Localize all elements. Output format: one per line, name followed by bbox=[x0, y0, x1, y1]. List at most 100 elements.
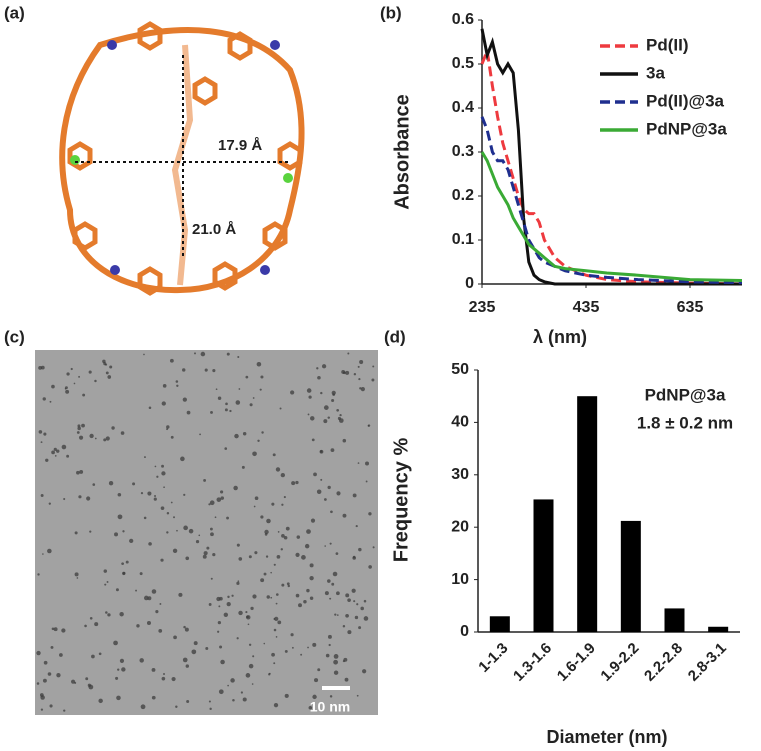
particle bbox=[154, 494, 157, 497]
particle bbox=[74, 531, 78, 535]
legend-label: 3a bbox=[646, 63, 665, 82]
particle bbox=[43, 660, 48, 665]
particle bbox=[260, 375, 264, 379]
particle bbox=[144, 595, 149, 601]
particle bbox=[185, 556, 190, 561]
particle bbox=[284, 693, 289, 698]
y-tick-label: 0 bbox=[465, 275, 474, 292]
particle bbox=[365, 461, 370, 466]
particle bbox=[314, 678, 319, 683]
particle bbox=[251, 683, 254, 685]
particle bbox=[332, 571, 338, 577]
particle bbox=[204, 368, 208, 372]
panel-label: (d) bbox=[384, 327, 406, 346]
particle bbox=[234, 433, 239, 439]
particle bbox=[153, 497, 157, 501]
particle bbox=[159, 603, 162, 605]
series-line bbox=[480, 116, 743, 285]
particle bbox=[171, 676, 176, 682]
particle bbox=[329, 597, 332, 600]
particle bbox=[307, 413, 310, 416]
particle bbox=[224, 408, 228, 412]
distance-label: 21.0 Å bbox=[192, 221, 236, 238]
particle bbox=[151, 695, 156, 700]
x-tick-label: 635 bbox=[677, 299, 704, 316]
particle bbox=[336, 614, 339, 616]
particle bbox=[226, 352, 230, 356]
particle bbox=[170, 435, 174, 439]
particle bbox=[230, 678, 235, 683]
particle bbox=[353, 600, 356, 603]
particle bbox=[358, 547, 362, 552]
particle bbox=[166, 531, 169, 534]
particle bbox=[246, 615, 251, 620]
particle bbox=[38, 430, 43, 434]
particle bbox=[178, 592, 183, 597]
particle bbox=[111, 426, 115, 430]
particle bbox=[154, 465, 157, 468]
particle bbox=[117, 492, 122, 497]
y-tick-label: 40 bbox=[451, 414, 469, 431]
particle bbox=[122, 530, 125, 533]
particle bbox=[61, 628, 66, 633]
particle bbox=[238, 388, 241, 390]
particle bbox=[156, 475, 159, 478]
particle bbox=[132, 482, 136, 486]
particle bbox=[121, 562, 124, 566]
particle bbox=[64, 386, 68, 390]
particle bbox=[238, 610, 243, 616]
particle bbox=[342, 513, 347, 518]
particle bbox=[309, 596, 314, 600]
particle bbox=[316, 367, 319, 370]
particle bbox=[310, 416, 315, 421]
particle bbox=[42, 678, 47, 683]
particle bbox=[238, 557, 243, 561]
particle bbox=[325, 653, 330, 658]
particle bbox=[226, 516, 229, 520]
particle bbox=[372, 365, 375, 368]
particle bbox=[217, 396, 222, 400]
particle bbox=[218, 689, 224, 695]
particle bbox=[49, 400, 52, 403]
particle bbox=[321, 364, 327, 369]
particle bbox=[63, 497, 66, 501]
particle bbox=[40, 494, 44, 497]
particle bbox=[195, 540, 200, 544]
particle bbox=[281, 583, 285, 587]
particle bbox=[146, 620, 151, 625]
particle bbox=[40, 441, 43, 444]
particle bbox=[148, 406, 152, 410]
particle bbox=[303, 600, 307, 604]
particle bbox=[98, 652, 102, 656]
particle bbox=[275, 593, 279, 596]
particle bbox=[345, 613, 349, 618]
particle bbox=[143, 516, 147, 520]
particle bbox=[191, 649, 197, 655]
particle bbox=[301, 555, 306, 560]
particle bbox=[273, 628, 277, 632]
particle bbox=[36, 682, 40, 685]
particle bbox=[185, 664, 189, 668]
particle bbox=[208, 603, 212, 606]
particle bbox=[270, 596, 273, 599]
particle bbox=[270, 571, 272, 574]
x-tick-label: 2.2-2.8 bbox=[641, 640, 686, 685]
particle bbox=[252, 397, 255, 399]
x-axis-label: λ (nm) bbox=[533, 327, 587, 347]
particle bbox=[352, 493, 357, 498]
particle bbox=[176, 384, 179, 387]
particle bbox=[309, 575, 314, 581]
particle bbox=[355, 524, 358, 528]
particle bbox=[89, 530, 92, 533]
particle bbox=[182, 657, 188, 663]
particle bbox=[117, 514, 123, 520]
particle bbox=[252, 655, 255, 658]
particle bbox=[356, 694, 359, 697]
particle bbox=[256, 361, 262, 367]
particle bbox=[336, 408, 340, 412]
particle bbox=[84, 624, 87, 628]
particle bbox=[306, 588, 310, 593]
particle bbox=[368, 512, 372, 516]
particle bbox=[248, 663, 254, 669]
particle bbox=[119, 658, 125, 663]
